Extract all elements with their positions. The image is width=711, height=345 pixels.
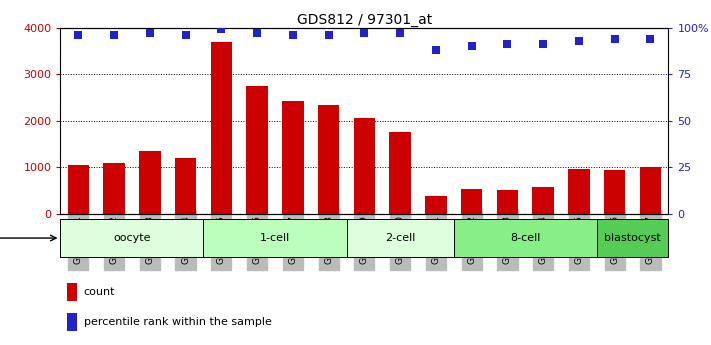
Bar	[210, 41, 232, 214]
Point	[645, 36, 656, 41]
Bar	[425, 196, 447, 214]
Bar	[568, 169, 589, 214]
Point	[252, 30, 263, 36]
Bar	[247, 86, 268, 214]
Point	[466, 43, 477, 49]
Bar	[346, 219, 454, 257]
Bar	[203, 219, 346, 257]
Point	[502, 42, 513, 47]
Bar	[67, 313, 77, 331]
Bar	[67, 284, 77, 301]
Text: 2-cell: 2-cell	[385, 233, 415, 243]
Bar	[139, 150, 161, 214]
Text: 8-cell: 8-cell	[510, 233, 540, 243]
Text: 1-cell: 1-cell	[260, 233, 290, 243]
Bar	[175, 158, 196, 214]
Bar	[454, 219, 597, 257]
Bar	[533, 187, 554, 214]
Point	[358, 30, 370, 36]
Bar	[318, 105, 339, 214]
Bar	[68, 165, 89, 214]
Text: oocyte: oocyte	[113, 233, 151, 243]
Text: percentile rank within the sample: percentile rank within the sample	[83, 317, 272, 327]
Bar	[604, 170, 626, 214]
Point	[180, 32, 191, 38]
Bar	[60, 219, 203, 257]
Point	[430, 47, 442, 53]
Bar	[103, 162, 125, 214]
Point	[538, 42, 549, 47]
Point	[215, 27, 227, 32]
Text: blastocyst: blastocyst	[604, 233, 661, 243]
Bar	[353, 118, 375, 214]
Point	[573, 38, 584, 43]
Point	[323, 32, 334, 38]
Point	[395, 30, 406, 36]
Bar	[497, 190, 518, 214]
Title: GDS812 / 97301_at: GDS812 / 97301_at	[296, 12, 432, 27]
Bar	[640, 167, 661, 214]
Point	[144, 30, 156, 36]
Bar	[461, 189, 482, 214]
Point	[287, 32, 299, 38]
Text: count: count	[83, 287, 115, 297]
Bar	[390, 132, 411, 214]
Bar	[597, 219, 668, 257]
Bar	[282, 101, 304, 214]
Point	[73, 32, 84, 38]
Point	[609, 36, 621, 41]
Point	[108, 32, 119, 38]
